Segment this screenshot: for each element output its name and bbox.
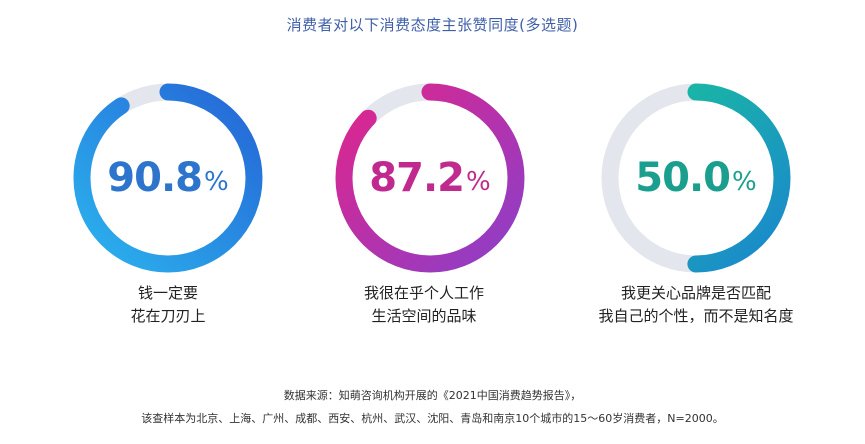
donut-svg-3 [601, 83, 791, 273]
donut-chart-1: 90.8% [68, 78, 268, 278]
chart-title: 消费者对以下消费态度主张赞同度(多选题) [286, 16, 579, 34]
caption-3-line1: 我更关心品牌是否匹配 [620, 284, 771, 302]
percent-value-3: 50.0 [635, 155, 731, 201]
percent-unit-1: % [203, 167, 229, 197]
donut-svg-1 [73, 83, 263, 273]
percent-readout-3: 50.0% [596, 78, 796, 278]
caption-2-line2: 生活空间的品味 [371, 307, 477, 325]
caption-3-line2: 我自己的个性，而不是知名度 [598, 307, 794, 325]
donut-arc-3 [601, 83, 791, 273]
caption-1-line1: 钱一定要 [137, 284, 198, 302]
percent-value-1: 90.8 [107, 155, 203, 201]
caption-1: 钱一定要 花在刀刃上 [38, 282, 298, 328]
percent-unit-2: % [465, 167, 491, 197]
percent-readout-1: 90.8% [68, 78, 268, 278]
donut-svg-2 [335, 83, 525, 273]
donut-arc-2 [335, 83, 525, 273]
caption-2: 我很在乎个人工作 生活空间的品味 [294, 282, 554, 328]
donut-chart-3: 50.0% [596, 78, 796, 278]
caption-2-line1: 我很在乎个人工作 [363, 284, 484, 302]
percent-readout-2: 87.2% [330, 78, 530, 278]
caption-3: 我更关心品牌是否匹配 我自己的个性，而不是知名度 [566, 282, 826, 328]
source-line-2: 该查样本为北京、上海、广州、成都、西安、杭州、武汉、沈阳、青岛和南京10个城市的… [141, 412, 724, 425]
caption-1-line2: 花在刀刃上 [130, 307, 206, 325]
source-line-1: 数据来源：知萌咨询机构开展的《2021中国消费趋势报告》， [283, 389, 582, 402]
donut-arc-1 [73, 83, 263, 273]
donut-chart-2: 87.2% [330, 78, 530, 278]
percent-value-2: 87.2 [369, 155, 465, 201]
percent-unit-3: % [731, 167, 757, 197]
